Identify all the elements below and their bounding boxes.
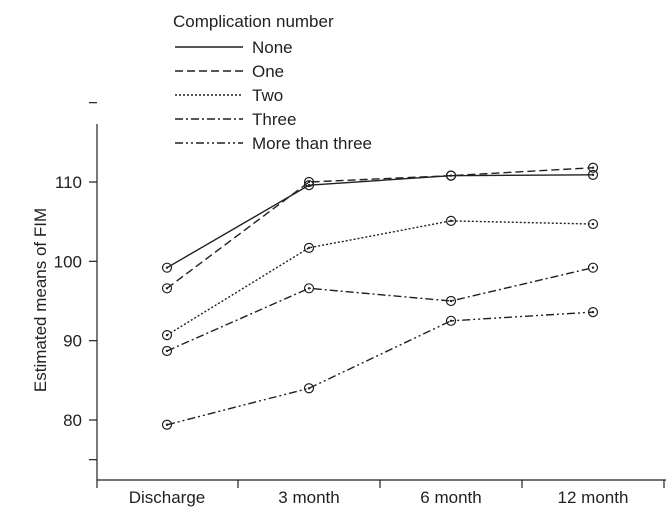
legend-title: Complication number xyxy=(173,12,334,31)
data-point-center xyxy=(591,222,595,226)
data-point xyxy=(587,262,599,273)
data-point-center xyxy=(591,266,595,269)
legend: Complication number None One Two Three More … xyxy=(173,12,372,153)
data-point-center xyxy=(165,333,169,337)
axes: Estimated means of FIM xyxy=(31,124,666,481)
data-point-center xyxy=(165,349,169,353)
y-tick-label: 110 xyxy=(55,173,82,192)
data-point xyxy=(445,170,457,181)
data-point-center xyxy=(307,180,311,184)
data-point xyxy=(303,283,315,294)
y-tick-label: 90 xyxy=(63,332,82,351)
legend-label: One xyxy=(252,62,284,81)
y-tick-label: 100 xyxy=(54,252,82,271)
series-line xyxy=(166,220,594,336)
data-point xyxy=(587,162,599,173)
data-point-center xyxy=(449,174,453,177)
data-point xyxy=(445,295,457,307)
data-point-center xyxy=(591,166,595,169)
data-point-center xyxy=(591,310,595,314)
y-tick-label: 80 xyxy=(63,411,82,430)
data-point-center xyxy=(307,183,311,187)
data-point xyxy=(161,345,173,357)
data-point-center xyxy=(449,299,453,303)
data-point xyxy=(303,242,315,253)
data-point-center xyxy=(307,287,311,290)
data-point xyxy=(303,176,315,188)
data-point-center xyxy=(165,423,169,426)
x-tick-label: 12 month xyxy=(558,488,629,507)
legend-label: Three xyxy=(252,110,296,129)
series-group xyxy=(161,162,599,430)
data-point-center xyxy=(307,387,311,390)
data-point xyxy=(303,383,315,394)
x-tick-label: Discharge xyxy=(129,488,206,507)
data-point xyxy=(161,283,173,294)
legend-label: None xyxy=(252,38,293,57)
data-point xyxy=(445,315,457,326)
x-ticks: Discharge 3 month 6 month 12 month xyxy=(96,480,665,507)
data-point xyxy=(161,262,173,273)
data-point xyxy=(161,330,173,341)
data-point-center xyxy=(307,246,311,250)
data-point xyxy=(587,169,599,180)
legend-label: Two xyxy=(252,86,283,105)
data-point xyxy=(445,215,457,226)
data-point-center xyxy=(591,173,595,177)
y-axis-label: Estimated means of FIM xyxy=(31,208,50,392)
x-tick-label: 6 month xyxy=(420,488,481,507)
data-point-center xyxy=(165,287,169,290)
legend-label: More than three xyxy=(252,134,372,153)
data-point-center xyxy=(449,219,453,223)
series-line xyxy=(166,266,594,352)
data-point xyxy=(161,419,173,430)
x-tick-label: 3 month xyxy=(278,488,339,507)
series-line xyxy=(166,311,594,426)
data-point-center xyxy=(165,266,169,269)
y-ticks: 80 90 100 110 xyxy=(54,102,97,461)
series-line xyxy=(166,167,594,289)
data-point xyxy=(587,218,599,230)
data-point-center xyxy=(449,319,453,323)
series-line xyxy=(166,174,594,269)
data-point xyxy=(587,307,599,318)
